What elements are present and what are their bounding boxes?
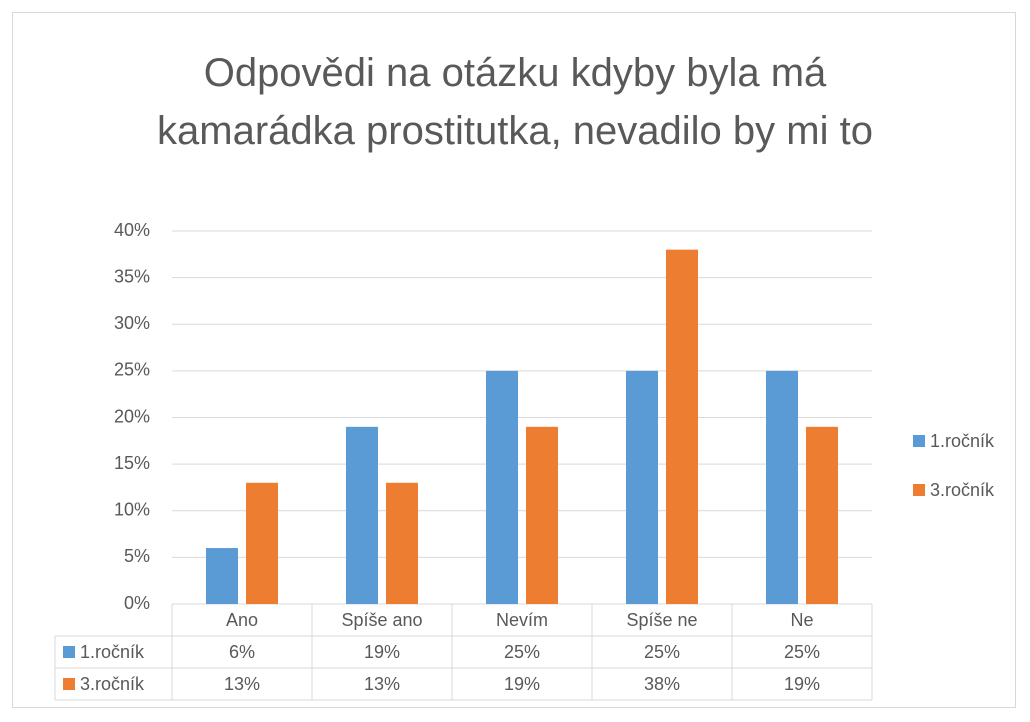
x-tick-label: Ano — [226, 610, 258, 630]
chart-title: Odpovědi na otázku kdyby byla má kamarád… — [157, 51, 873, 153]
bar — [206, 548, 238, 604]
table-series-label: 3.ročník — [80, 674, 145, 694]
bar — [386, 482, 418, 604]
table-value: 6% — [229, 642, 255, 662]
bar — [346, 426, 378, 604]
bar — [766, 370, 798, 604]
table-value: 25% — [504, 642, 540, 662]
bar — [486, 370, 518, 604]
bar — [626, 370, 658, 604]
table-value: 19% — [364, 642, 400, 662]
y-tick-label: 35% — [114, 266, 150, 286]
table-value: 19% — [504, 674, 540, 694]
table-value: 25% — [644, 642, 680, 662]
y-tick-label: 30% — [114, 313, 150, 333]
bar — [666, 249, 698, 604]
bar — [526, 426, 558, 604]
legend-label: 3.ročník — [930, 480, 995, 500]
x-tick-label: Ne — [790, 610, 813, 630]
y-tick-label: 40% — [114, 220, 150, 240]
table-value: 25% — [784, 642, 820, 662]
bar — [806, 426, 838, 604]
table-legend-key — [63, 678, 75, 690]
chart-frame — [12, 12, 1016, 708]
table-series-label: 1.ročník — [80, 642, 145, 662]
x-tick-label: Spíše ano — [341, 610, 422, 630]
y-tick-label: 15% — [114, 453, 150, 473]
y-tick-label: 20% — [114, 406, 150, 426]
y-tick-label: 5% — [124, 546, 150, 566]
legend-label: 1.ročník — [930, 431, 995, 451]
legend-key — [913, 435, 925, 447]
table-legend-key — [63, 646, 75, 658]
legend-key — [913, 484, 925, 496]
y-tick-label: 0% — [124, 593, 150, 613]
table-value: 19% — [784, 674, 820, 694]
y-tick-label: 10% — [114, 500, 150, 520]
y-tick-label: 25% — [114, 360, 150, 380]
table-value: 38% — [644, 674, 680, 694]
table-value: 13% — [224, 674, 260, 694]
table-value: 13% — [364, 674, 400, 694]
x-tick-label: Nevím — [496, 610, 548, 630]
x-tick-label: Spíše ne — [626, 610, 697, 630]
bar — [246, 482, 278, 604]
